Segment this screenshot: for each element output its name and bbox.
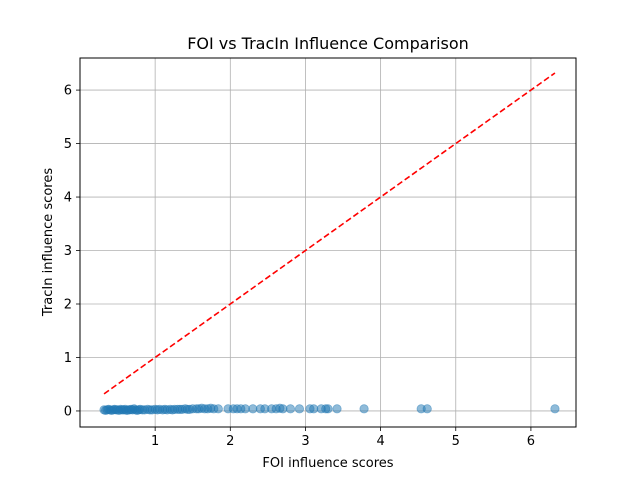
data-point — [323, 404, 333, 414]
reference-line — [103, 72, 556, 395]
y-tick-label: 4 — [64, 191, 72, 206]
x-tick-label: 6 — [527, 434, 535, 449]
x-tick-label: 4 — [376, 434, 384, 449]
x-tick-label: 5 — [452, 434, 460, 449]
y-tick-label: 3 — [64, 244, 72, 259]
x-tick-label: 1 — [151, 434, 159, 449]
chart-title: FOI vs TracIn Influence Comparison — [187, 34, 469, 53]
plot-frame — [79, 57, 577, 428]
y-tick-label: 0 — [64, 404, 72, 419]
grid-lines — [80, 58, 576, 427]
y-tick-label: 6 — [64, 84, 72, 99]
data-point — [294, 404, 305, 414]
data-point — [422, 404, 432, 414]
data-point — [550, 404, 560, 414]
y-axis-label: TracIn influence scores — [41, 168, 56, 317]
data-point — [332, 404, 342, 414]
y-tick-label: 1 — [64, 351, 72, 366]
y-tick-label: 2 — [64, 298, 72, 313]
data-points — [99, 403, 560, 416]
data-point — [359, 404, 369, 414]
x-tick-label: 2 — [226, 434, 234, 449]
reference-line-group — [103, 72, 556, 395]
x-tick-label: 3 — [301, 434, 309, 449]
y-tick-label: 5 — [64, 137, 72, 152]
data-point — [285, 404, 296, 414]
x-axis-label: FOI influence scores — [262, 456, 393, 471]
data-point — [213, 404, 223, 414]
y-axis-ticks: 0 1 2 3 4 5 6 — [64, 84, 80, 419]
x-axis-ticks: 1 2 3 4 5 6 — [151, 427, 535, 449]
